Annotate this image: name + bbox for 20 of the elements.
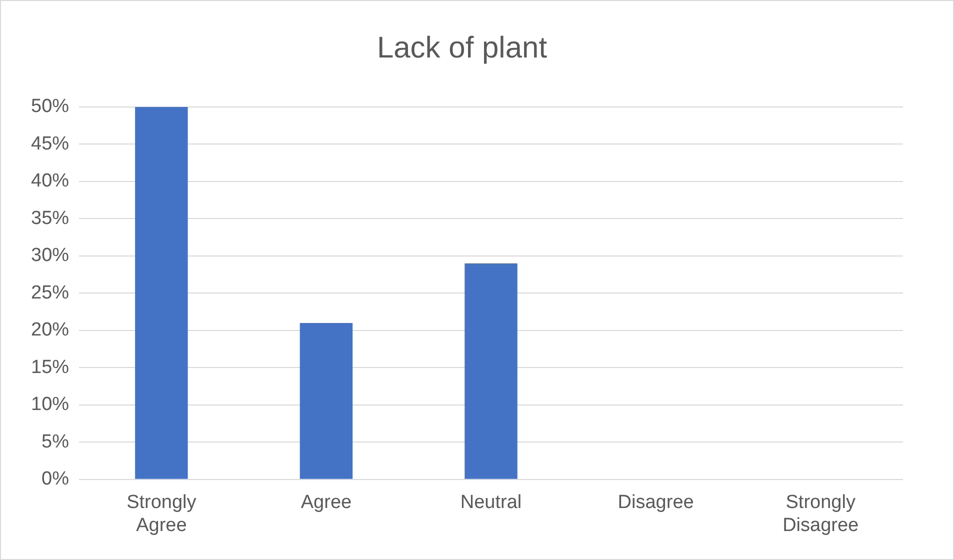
bar bbox=[135, 107, 188, 479]
x-tick-label: Disagree bbox=[618, 492, 694, 514]
y-tick-label: 25% bbox=[30, 282, 70, 304]
x-tick-label: Strongly Disagree bbox=[782, 492, 859, 536]
y-tick-label: 15% bbox=[30, 356, 70, 378]
y-tick-label: 10% bbox=[30, 394, 70, 416]
y-tick-label: 30% bbox=[30, 245, 70, 266]
x-tick-label: Neutral bbox=[460, 492, 522, 514]
x-tick-label: Agree bbox=[300, 492, 352, 514]
y-tick-label: 45% bbox=[30, 133, 70, 154]
y-tick-label: 0% bbox=[42, 468, 70, 490]
x-tick-label: Strongly Agree bbox=[126, 492, 197, 536]
bar bbox=[300, 322, 353, 479]
y-tick-label: 5% bbox=[42, 431, 70, 452]
y-tick-label: 40% bbox=[30, 170, 70, 192]
bar bbox=[464, 263, 518, 479]
chart-title: Lack of plant bbox=[376, 31, 548, 64]
y-tick-label: 20% bbox=[30, 320, 70, 341]
y-tick-label: 50% bbox=[30, 96, 70, 118]
y-tick-label: 35% bbox=[30, 208, 70, 229]
